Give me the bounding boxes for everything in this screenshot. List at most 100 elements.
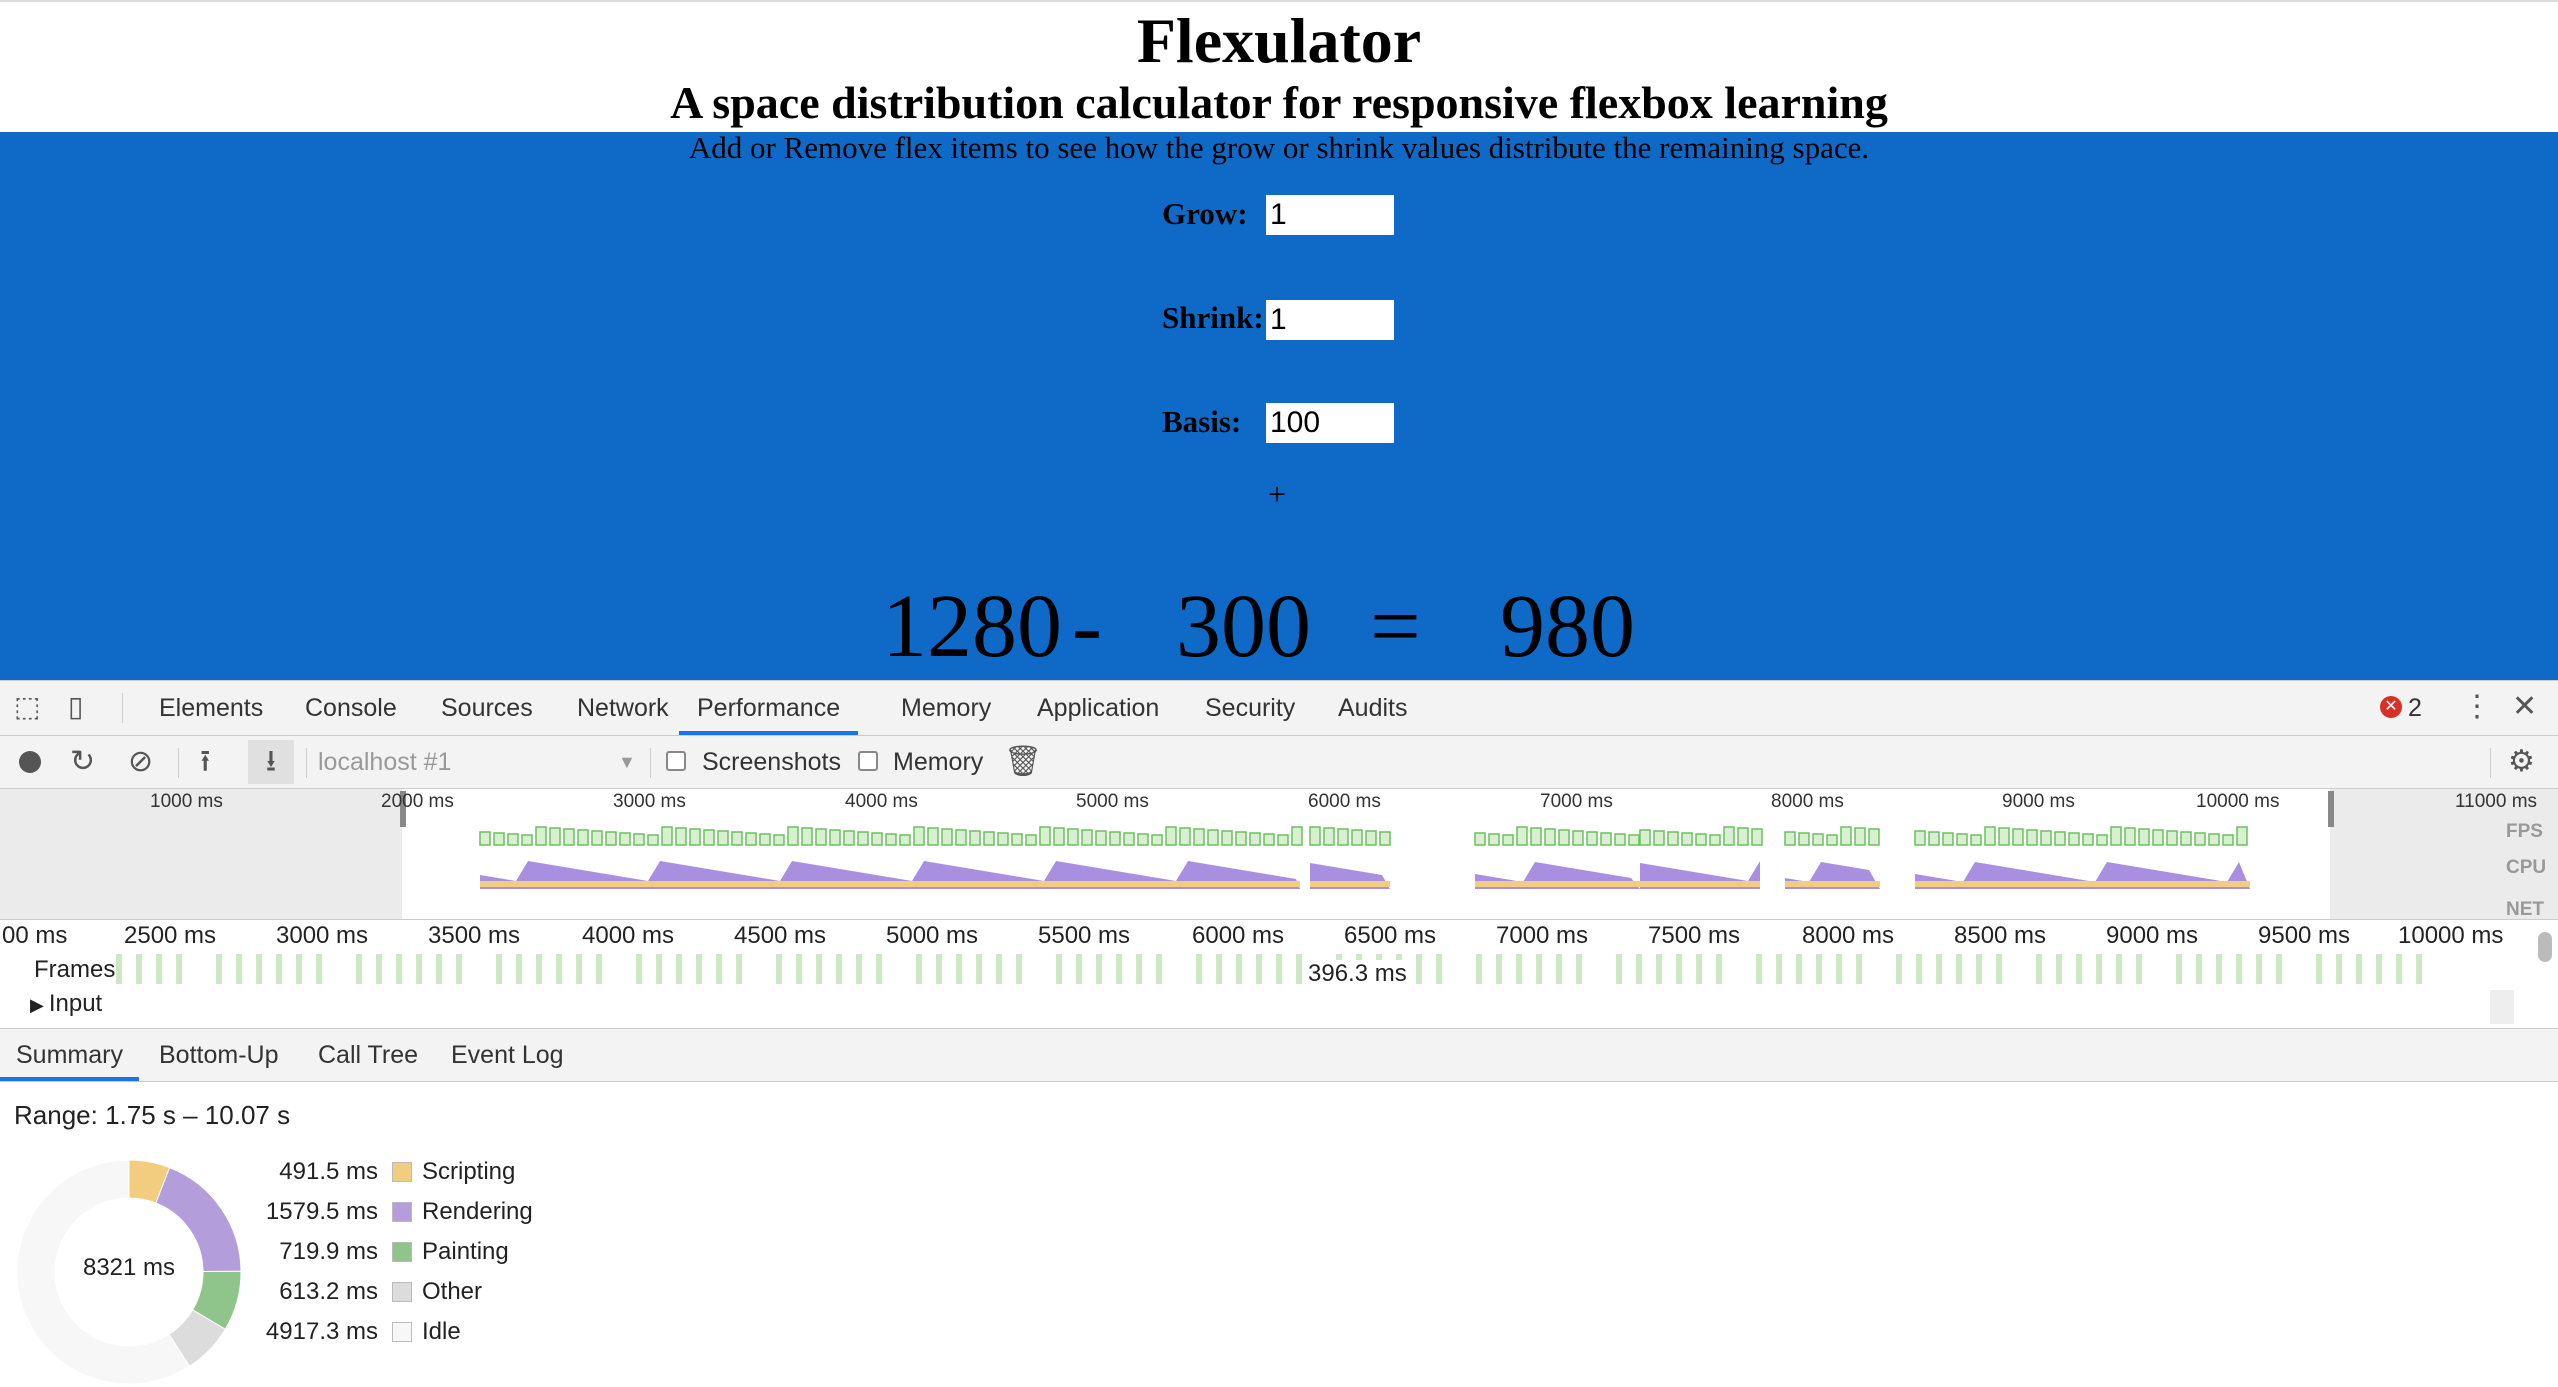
frame-bar <box>716 954 722 984</box>
gear-icon[interactable]: ⚙ <box>2508 745 2535 778</box>
error-count[interactable]: 2 <box>2408 694 2422 722</box>
screenshots-label: Screenshots <box>702 748 841 776</box>
legend-value: 4917.3 ms <box>265 1318 378 1345</box>
frame-bar <box>1956 954 1962 984</box>
fps-bar <box>1928 831 1940 846</box>
frame-bar <box>1916 954 1922 984</box>
fps-bar <box>829 829 841 846</box>
range-handle-left[interactable] <box>400 791 406 827</box>
expand-triangle-icon: ▶ <box>30 995 49 1015</box>
tab-performance[interactable]: Performance <box>679 681 859 735</box>
frame-bar <box>356 954 362 984</box>
timeline-overview[interactable]: 1000 ms 2000 ms 3000 ms 4000 ms 5000 ms … <box>0 789 2558 920</box>
overview-tick: 8000 ms <box>1771 791 1844 812</box>
tab-application[interactable]: Application <box>1037 694 1160 722</box>
inspect-element-icon[interactable]: ⬚ <box>14 691 41 722</box>
vertical-scrollbar[interactable] <box>2538 932 2552 962</box>
grow-input[interactable] <box>1266 195 1394 235</box>
frame-bar <box>256 954 262 984</box>
frame-bar <box>2376 954 2382 984</box>
frame-bar <box>2216 954 2222 984</box>
save-profile-icon[interactable]: ⭳ <box>248 740 294 784</box>
tab-network[interactable]: Network <box>577 694 669 722</box>
device-toolbar-icon[interactable]: ▯ <box>68 691 84 722</box>
memory-checkbox[interactable] <box>858 751 878 771</box>
fps-bar <box>1840 826 1852 846</box>
frame-bar <box>436 954 442 984</box>
tab-summary[interactable]: Summary <box>0 1029 139 1081</box>
details-tabbar: Summary Bottom-Up Call Tree Event Log <box>0 1029 2558 1082</box>
fps-bar <box>871 832 883 846</box>
frame-bar <box>2036 954 2042 984</box>
tab-security[interactable]: Security <box>1205 694 1296 722</box>
more-options-icon[interactable]: ⋮ <box>2462 690 2492 723</box>
fps-bar <box>717 830 729 846</box>
fps-bar <box>1530 827 1542 846</box>
frame-bar <box>1836 954 1842 984</box>
fps-bar <box>997 832 1009 846</box>
range-handle-right[interactable] <box>2328 791 2334 827</box>
tab-call-tree[interactable]: Call Tree <box>318 1041 419 1069</box>
input-track-label[interactable]: ▶ Input <box>30 990 102 1018</box>
divider <box>122 693 123 723</box>
frame-bar <box>1096 954 1102 984</box>
fps-bar <box>815 828 827 846</box>
devtools-tabbar: ⬚ ▯ Elements Console Sources Network Per… <box>0 681 2558 736</box>
add-item-button[interactable]: + <box>1268 476 1287 512</box>
chevron-down-icon[interactable]: ▼ <box>618 752 636 772</box>
legend-swatch <box>392 1162 412 1182</box>
reload-icon[interactable]: ↻ <box>70 745 96 778</box>
tab-bottom-up[interactable]: Bottom-Up <box>159 1041 279 1069</box>
tab-console[interactable]: Console <box>305 694 397 722</box>
record-icon[interactable] <box>19 751 41 773</box>
frame-bar <box>536 954 542 984</box>
equals-sign: = <box>1370 577 1421 676</box>
input-label-text: Input <box>48 990 103 1017</box>
fps-bar <box>1365 830 1377 846</box>
fps-bar <box>1488 833 1500 846</box>
fps-bar <box>1277 834 1289 846</box>
fps-bar <box>2026 829 2038 846</box>
fps-bar <box>1812 833 1824 846</box>
frame-bar <box>2336 954 2342 984</box>
fps-bar <box>2068 832 2080 846</box>
load-profile-icon[interactable]: ⭱ <box>200 745 211 778</box>
frame-bar <box>176 954 182 984</box>
profile-select[interactable]: localhost #1 <box>318 748 452 776</box>
fps-bar <box>1942 832 1954 846</box>
frame-bar <box>1116 954 1122 984</box>
frame-bar <box>1256 954 1262 984</box>
tab-elements[interactable]: Elements <box>159 694 264 722</box>
fps-bar <box>479 831 491 846</box>
fps-bar <box>647 834 659 846</box>
tab-memory[interactable]: Memory <box>901 694 992 722</box>
cpu-scripting-band <box>1310 881 1390 887</box>
screenshots-checkbox[interactable] <box>666 751 686 771</box>
error-icon[interactable]: ✕ <box>2380 696 2402 718</box>
flame-tick: 8500 ms <box>1954 922 2047 949</box>
fps-bar <box>1914 830 1926 846</box>
tab-audits[interactable]: Audits <box>1338 694 1408 722</box>
frame-bar <box>736 954 742 984</box>
frame-bar <box>1216 954 1222 984</box>
trash-icon[interactable]: 🗑 <box>1004 745 1043 778</box>
close-icon[interactable]: ✕ <box>2512 690 2538 723</box>
tab-event-log[interactable]: Event Log <box>451 1041 564 1069</box>
tab-sources[interactable]: Sources <box>441 694 533 722</box>
unselected-range-right <box>2330 789 2558 919</box>
shrink-input[interactable] <box>1266 300 1394 340</box>
frame-bar <box>1696 954 1702 984</box>
unselected-range-left <box>0 789 402 919</box>
clear-icon[interactable]: ⊘ <box>128 745 154 778</box>
flame-chart[interactable]: 00 ms 2500 ms 3000 ms 3500 ms 4000 ms 45… <box>0 920 2558 1029</box>
fps-bar <box>1956 833 1968 846</box>
cpu-scripting-band <box>1640 881 1760 887</box>
frame-bar <box>1636 954 1642 984</box>
basis-input[interactable] <box>1266 403 1394 443</box>
legend-value: 491.5 ms <box>279 1158 378 1185</box>
frame-bar <box>2316 954 2322 984</box>
basis-label: Basis: <box>1162 404 1242 439</box>
fps-bar <box>1137 833 1149 846</box>
divider <box>306 748 307 778</box>
frame-bar <box>396 954 402 984</box>
